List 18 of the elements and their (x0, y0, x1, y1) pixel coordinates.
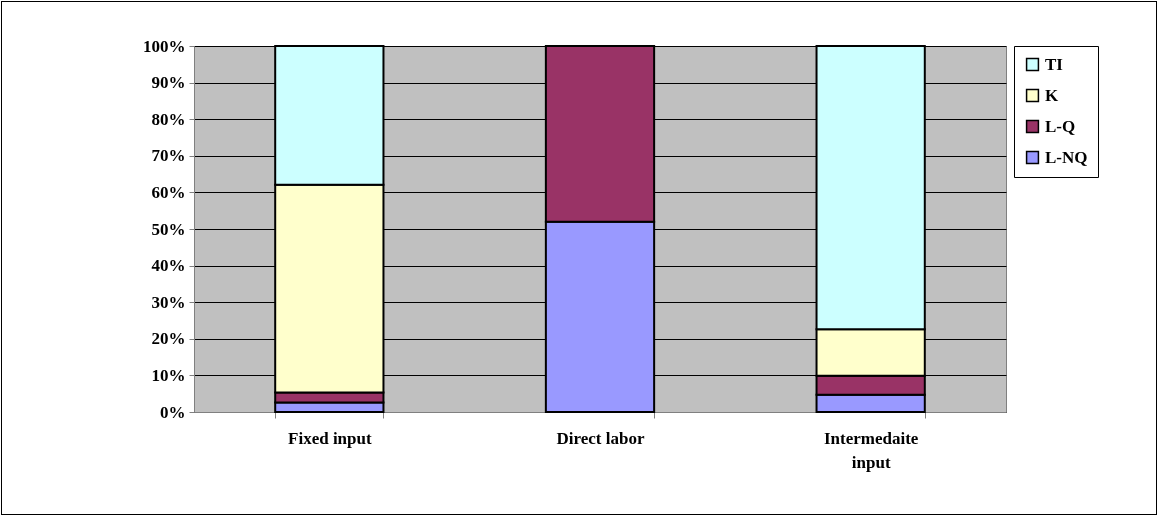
y-tick-label: 100% (143, 36, 186, 56)
y-tick-label: 90% (151, 73, 186, 93)
x-tick-label: Intermedaite input (823, 428, 919, 472)
y-tick-label: 10% (151, 365, 186, 385)
x-tick-label: Direct labor (556, 428, 645, 448)
y-tick-label: 20% (151, 329, 186, 349)
y-tick-label: 30% (151, 292, 186, 312)
y-tick-label: 70% (151, 146, 186, 166)
legend-label: L-NQ (1045, 147, 1088, 167)
x-tick-label: Fixed input (288, 428, 372, 448)
y-tick-label: 0% (160, 402, 186, 422)
y-tick-label: 60% (151, 182, 186, 202)
y-tick-label: 50% (151, 219, 186, 239)
y-tick-label: 40% (151, 256, 186, 276)
y-tick-label: 80% (151, 109, 186, 129)
legend-label: K (1045, 85, 1059, 105)
legend-label: TI (1045, 54, 1064, 74)
legend-label: L-Q (1045, 116, 1076, 136)
